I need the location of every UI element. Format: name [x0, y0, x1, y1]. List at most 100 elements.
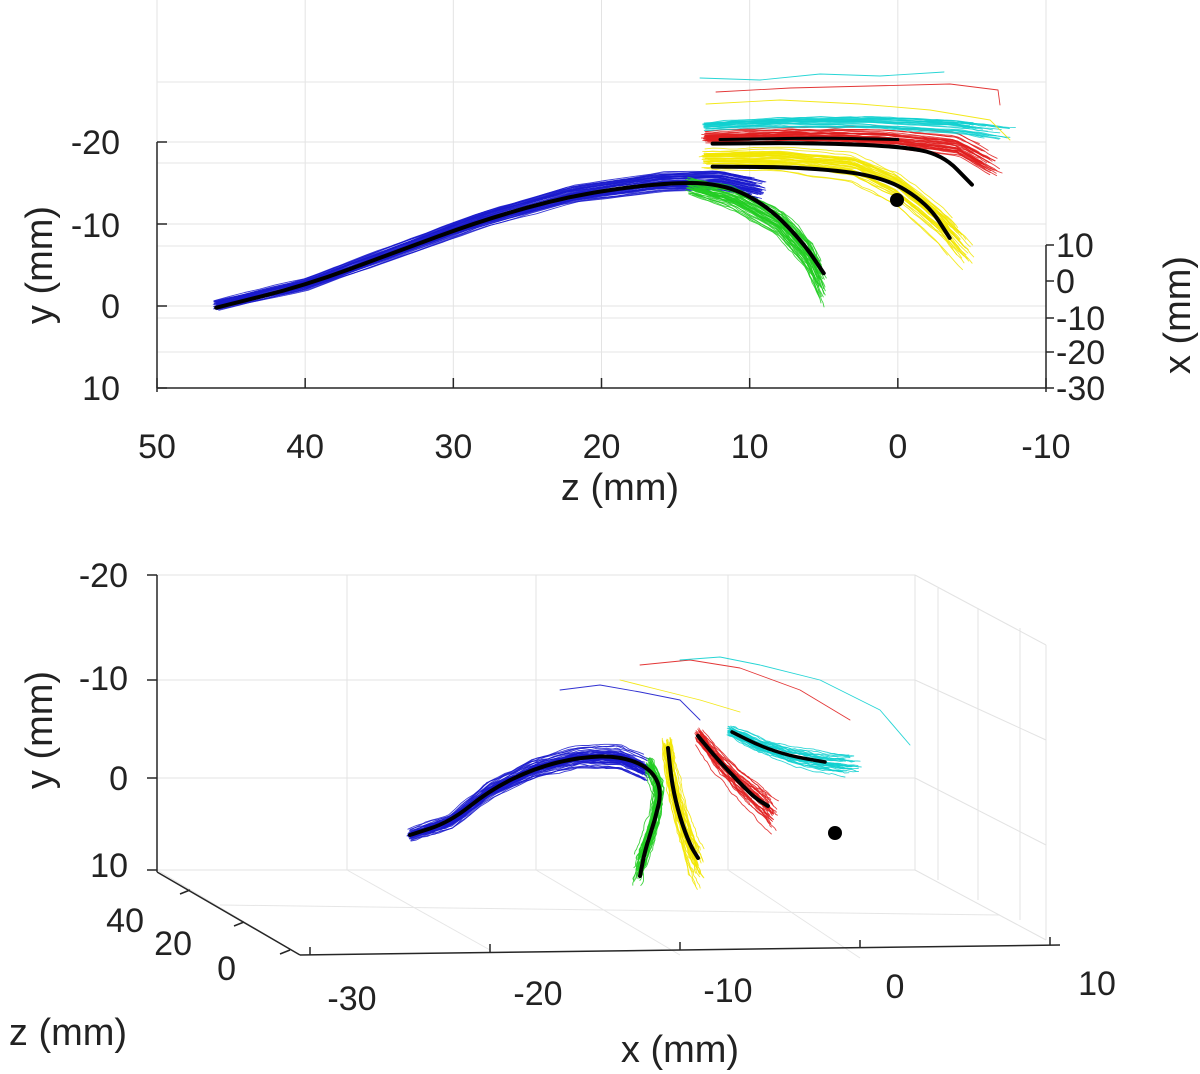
bot-yellow-16 [670, 741, 704, 863]
bottom-ylabel: y (mm) [19, 671, 61, 789]
top-ztick-label: 0 [1056, 263, 1075, 301]
bot-ztick [233, 921, 245, 927]
top-xtick-label: 0 [888, 428, 907, 466]
bot-blue-27 [409, 743, 645, 831]
top-xtick-label: 30 [434, 428, 472, 466]
bot-cyan-top [679, 656, 911, 746]
top-ytick-label: 10 [82, 370, 120, 408]
bot-red-25 [698, 729, 772, 797]
bot-red-34 [699, 741, 777, 831]
top-blue-53 [213, 171, 753, 303]
top-green-36 [686, 187, 816, 279]
bot-floor-z1 [219, 904, 1001, 916]
bot-yellow-29 [670, 737, 705, 850]
top-blue-26 [218, 188, 759, 311]
bot-yellow-34 [671, 738, 701, 851]
top-red-6 [705, 128, 983, 152]
bot-right-top [914, 574, 1047, 646]
top-target-point [890, 193, 904, 207]
bot-red-35 [699, 732, 778, 810]
top-mean-cyan [718, 136, 900, 142]
top-ytick-label: 0 [101, 288, 120, 326]
top-ztick-label: 10 [1056, 227, 1094, 265]
bot-mean-red [696, 734, 770, 808]
top-blue-28 [215, 186, 752, 309]
top-yellow-13 [703, 167, 963, 271]
top-mean-curves [214, 136, 974, 310]
bot-cyan-25 [732, 726, 854, 757]
top-green-42 [688, 188, 822, 288]
bot-ztick-label: 0 [217, 950, 236, 988]
bottom-trajectories [406, 656, 911, 890]
top-yellow-top [705, 99, 1011, 141]
bot-xtick-label: 0 [886, 968, 905, 1006]
bot-green-31 [633, 757, 656, 855]
top-xtick-label: 10 [731, 428, 769, 466]
bot-ztick-label: 20 [154, 925, 192, 963]
bot-blue-40 [409, 746, 648, 832]
bot-ztick [279, 949, 291, 955]
bot-ytick-label: -10 [79, 660, 128, 698]
top-xlabel: z (mm) [561, 467, 679, 509]
bot-red-4 [702, 729, 779, 802]
bot-cyan-28 [726, 727, 854, 762]
top-xtick-label: 40 [286, 428, 324, 466]
bot-cyan-29 [727, 734, 843, 773]
bot-ztick [179, 889, 191, 895]
bot-cyan-32 [728, 730, 852, 770]
top-blue-1 [216, 189, 762, 311]
bot-cyan-24 [727, 734, 846, 778]
bot-ytick-label: 10 [90, 847, 128, 885]
top-ytick-label: -10 [71, 207, 120, 245]
top-green-33 [686, 183, 814, 272]
top-cyan-top [699, 71, 945, 81]
top-yellow-38 [698, 154, 951, 232]
bot-ztick-label: 40 [106, 902, 144, 940]
top-ztick-label: -10 [1056, 300, 1105, 338]
top-green-44 [688, 187, 819, 286]
bot-blue-top [559, 684, 701, 721]
bot-ytick-label: -20 [79, 557, 128, 595]
bot-ytick-label: 0 [109, 760, 128, 798]
bot-xtick-label: -10 [703, 972, 752, 1010]
top-ztick-label: -20 [1056, 334, 1105, 372]
top-yellow-29 [705, 157, 955, 236]
top-xtick-label: -10 [1021, 428, 1070, 466]
top-yellow-37 [704, 153, 953, 226]
top-cyan-14 [705, 122, 1008, 139]
bot-zaxis [156, 871, 301, 956]
bottom-xlabel: x (mm) [621, 1029, 739, 1071]
bot-floor-x [346, 869, 491, 951]
bot-xtick-label: -20 [513, 975, 562, 1013]
top-yellow-9 [702, 148, 961, 234]
bot-xtick-label: 10 [1078, 965, 1116, 1003]
bottom-plot: -20 -10 0 10 40 20 0 -30 -20 -10 0 10 x (mm) y (mm)… [9, 557, 1116, 1071]
bot-floor-right [914, 869, 1047, 941]
top-ylabel: y (mm) [19, 206, 61, 324]
top-yellow-24 [703, 162, 963, 259]
bot-floor-x [535, 869, 681, 956]
bot-mean-blue-green [408, 754, 662, 878]
bot-right-mid1 [914, 679, 1047, 741]
top-cyan-23 [705, 118, 974, 126]
bottom-mean-curves [408, 730, 827, 878]
top-green-32 [693, 188, 826, 292]
bottom-axes [147, 574, 1061, 956]
top-mean-yellow [710, 164, 952, 240]
top-blue-49 [214, 170, 752, 302]
top-axes [156, 141, 1054, 392]
bottom-zlabel: z (mm) [9, 1012, 127, 1054]
top-red-top [715, 83, 1001, 106]
bot-yellow-28 [664, 744, 695, 866]
bottom-target-point [828, 826, 842, 840]
bot-cyan-34 [732, 728, 856, 763]
bot-right-mid2 [914, 777, 1047, 846]
top-blue-54 [216, 175, 757, 304]
bot-blue-53 [409, 764, 647, 840]
bottom-tick-labels: -20 -10 0 10 40 20 0 -30 -20 -10 0 10 [79, 557, 1116, 1018]
top-yellow-36 [706, 150, 956, 226]
top-cyan-24 [703, 121, 988, 132]
top-cyan-22 [703, 116, 1010, 129]
top-red-38 [705, 131, 979, 153]
